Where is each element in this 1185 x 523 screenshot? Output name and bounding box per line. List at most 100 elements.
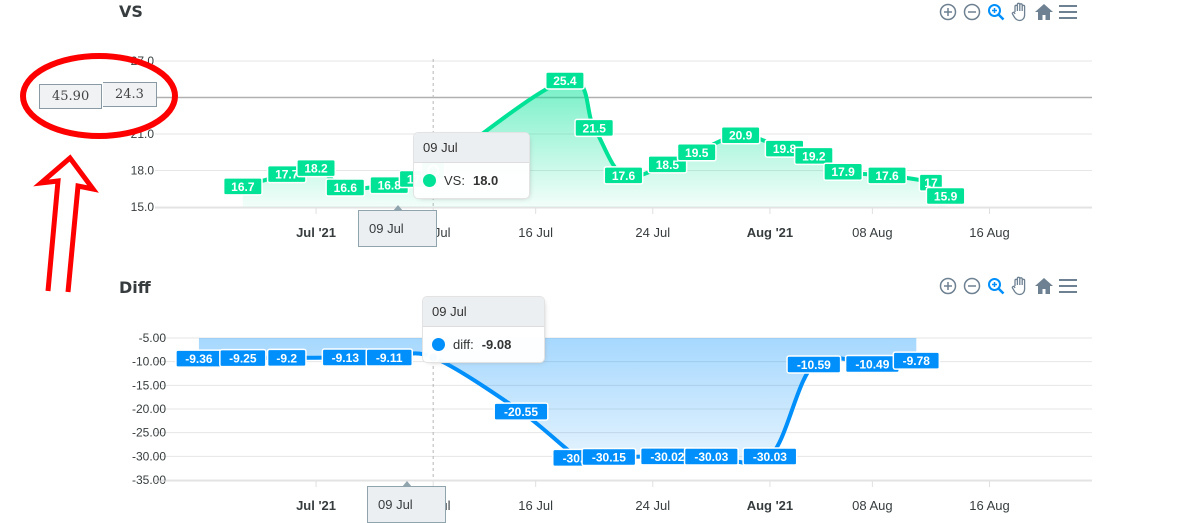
data-label-text: 16.8 — [378, 179, 402, 193]
data-label-text: 18.5 — [656, 158, 680, 172]
pan-hand-icon[interactable] — [1010, 2, 1030, 22]
zoom-out-icon[interactable] — [962, 2, 982, 22]
data-label-text: -30.03 — [753, 450, 787, 464]
data-label-bg — [867, 166, 907, 185]
menu-icon[interactable] — [1058, 2, 1078, 22]
y-tick-label: -5.00 — [139, 331, 167, 345]
x-tick-label: Jul '21 — [296, 498, 336, 513]
data-label-text: -9.13 — [332, 351, 360, 365]
tooltip-value: 18.0 — [472, 173, 499, 188]
series-marker-icon — [432, 338, 445, 351]
data-label: -9.13 — [321, 348, 370, 367]
x-axis-crosshair-label: 09 Jul — [367, 481, 446, 523]
data-label-text: -9.78 — [903, 354, 931, 368]
annotation-circle-arrow — [20, 53, 178, 293]
data-label-text: 17.9 — [831, 165, 855, 179]
data-label-text: -9.25 — [229, 352, 257, 366]
data-label-bg — [925, 186, 966, 206]
zoom-out-icon[interactable] — [962, 276, 982, 296]
data-label-bg — [581, 447, 637, 467]
menu-icon[interactable] — [1058, 276, 1078, 296]
data-label: 19.2 — [793, 146, 834, 166]
series-marker-icon — [423, 174, 436, 187]
home-icon[interactable] — [1034, 2, 1054, 22]
data-label-bg — [574, 118, 615, 138]
data-label-bg — [544, 71, 585, 90]
data-label-bg — [493, 402, 549, 421]
series-area — [242, 79, 946, 207]
data-label-text: -9.36 — [185, 352, 213, 366]
y-tick-label: -25.00 — [132, 426, 166, 440]
diff-tooltip: 09 Jul diff: -9.08 — [422, 296, 545, 363]
data-label-bg — [720, 125, 761, 145]
data-label: 18.2 — [296, 158, 336, 178]
data-label: 19.5 — [676, 143, 717, 162]
data-label: 20.9 — [720, 125, 761, 145]
x-tick-label: 24 Jul — [635, 498, 670, 513]
tooltip-series-name: VS: — [444, 173, 465, 188]
data-label: -9.78 — [892, 351, 941, 370]
chart-toolbar-vs — [938, 2, 1078, 22]
data-label-text: 19.2 — [802, 149, 826, 163]
x-tick-label: 08 Aug — [852, 498, 893, 513]
zoom-in-icon[interactable] — [938, 2, 958, 22]
data-label-bg — [786, 355, 842, 374]
pan-hand-icon[interactable] — [1010, 276, 1030, 296]
data-label-text: 17 — [924, 176, 938, 190]
data-label-bg — [676, 143, 717, 162]
zoom-in-icon[interactable] — [938, 276, 958, 296]
x-tick-label: 16 Aug — [969, 225, 1010, 240]
data-label: -9.2 — [266, 348, 307, 368]
vs-tooltip: 09 Jul VS: 18.0 — [413, 132, 530, 199]
x-tick-label: 08 Aug — [852, 225, 893, 240]
data-label-text: -10.49 — [855, 357, 889, 371]
data-label: 15.9 — [925, 186, 966, 206]
y-tick-label: -30.00 — [132, 449, 166, 463]
data-label-text: 17.6 — [612, 169, 636, 183]
data-label-bg — [266, 348, 307, 368]
y-tick-label: -35.00 — [132, 473, 166, 487]
data-label-bg — [793, 146, 834, 166]
data-label-text: 20.9 — [729, 129, 753, 143]
series-area — [198, 338, 917, 464]
data-label-bg — [742, 447, 798, 466]
data-label: 17.9 — [823, 162, 864, 181]
data-label-text: -30.15 — [592, 451, 626, 465]
x-tick-label: Aug '21 — [747, 225, 793, 240]
data-label-text: -9.2 — [276, 351, 297, 365]
data-label-text: 17.6 — [875, 169, 899, 183]
x-tick-label: 16 Jul — [518, 225, 553, 240]
data-label: 16.6 — [325, 178, 366, 197]
data-label-bg — [683, 447, 739, 466]
chart-toolbar-diff — [938, 276, 1078, 296]
data-label: -10.59 — [786, 355, 842, 374]
data-label: -30.03 — [742, 447, 798, 466]
data-label-bg — [603, 166, 644, 185]
y-tick-label: 18.0 — [131, 164, 155, 178]
data-label-text: -10.59 — [797, 358, 831, 372]
zoom-select-icon[interactable] — [986, 276, 1006, 296]
data-label-text: -30.02 — [650, 450, 684, 464]
x-tick-label: 16 Aug — [969, 498, 1010, 513]
data-label-bg — [823, 162, 864, 181]
data-label: -9.36 — [175, 349, 223, 368]
tooltip-series-name: diff: — [453, 337, 474, 352]
data-label: -30.02 — [639, 447, 695, 466]
data-label-text: 18.2 — [304, 162, 328, 176]
data-label-text: 25.4 — [553, 74, 577, 88]
data-label: -30.15 — [581, 447, 637, 467]
data-label: 21.5 — [574, 118, 615, 138]
data-label: -30.03 — [683, 447, 739, 466]
y-tick-label: -20.00 — [132, 402, 166, 416]
data-label: 25.4 — [544, 71, 585, 90]
data-label-bg — [219, 348, 267, 368]
data-label: 17.6 — [867, 166, 907, 185]
tooltip-title: 09 Jul — [423, 297, 544, 327]
data-label-bg — [325, 178, 366, 197]
tooltip-value: -9.08 — [481, 337, 512, 352]
home-icon[interactable] — [1034, 276, 1054, 296]
zoom-select-icon[interactable] — [986, 2, 1006, 22]
data-label-text: 19.8 — [773, 142, 797, 156]
data-label-bg — [296, 158, 336, 178]
